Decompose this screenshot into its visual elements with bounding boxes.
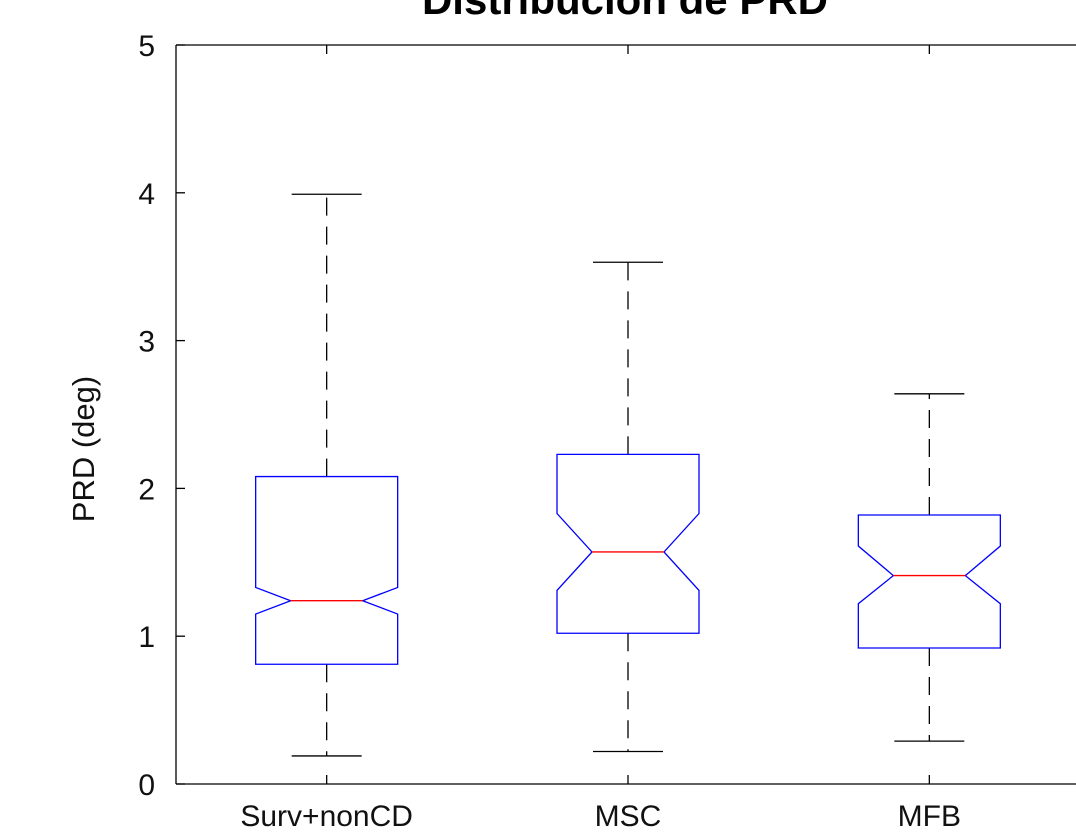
x-tick-label: MSC bbox=[595, 800, 662, 833]
box-series bbox=[255, 193, 1001, 757]
x-tick-label: MFB bbox=[898, 800, 961, 833]
notched-box bbox=[857, 514, 1001, 649]
x-tick-label: Surv+nonCD bbox=[240, 800, 413, 833]
box-mfb bbox=[857, 393, 1001, 742]
y-tick-label: 2 bbox=[138, 473, 155, 506]
notched-box bbox=[556, 453, 700, 634]
y-tick-label: 0 bbox=[138, 769, 155, 802]
y-tick-label: 1 bbox=[138, 621, 155, 654]
box-msc bbox=[556, 261, 700, 753]
y-tick-label: 3 bbox=[138, 326, 155, 359]
box-surv-noncd bbox=[255, 193, 399, 757]
plot-axes bbox=[175, 44, 1076, 785]
y-tick-label: 5 bbox=[138, 30, 155, 63]
notched-box bbox=[255, 475, 399, 665]
y-axis-label: PRD (deg) bbox=[66, 376, 101, 522]
chart-title: Distribución de PRD bbox=[422, 0, 828, 23]
x-axis-ticks: Surv+nonCD MSC MFB bbox=[240, 45, 961, 833]
y-axis-ticks: 0 1 2 3 4 5 bbox=[138, 30, 185, 802]
y-tick-label: 4 bbox=[138, 178, 155, 211]
